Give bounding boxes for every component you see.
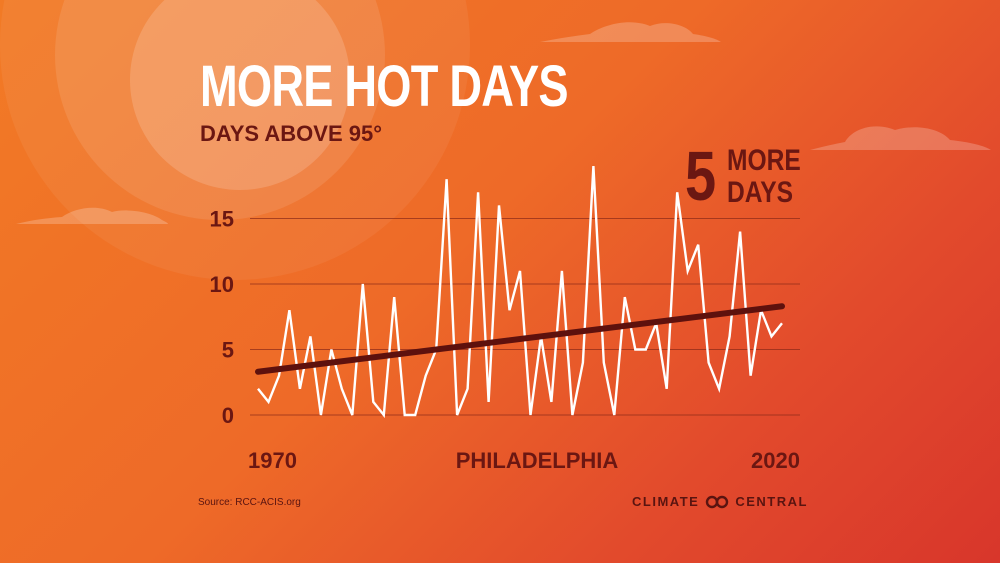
sun-disc	[130, 0, 350, 190]
trend-line	[255, 303, 785, 375]
cloud-top-right	[540, 22, 721, 42]
infinity-logo-icon	[706, 495, 729, 508]
x-tick-start: 1970	[248, 448, 297, 473]
series-lines	[255, 166, 785, 419]
brand-right: CENTRAL	[735, 494, 808, 509]
y-tick-5: 5	[222, 338, 234, 363]
y-tick-10: 10	[210, 272, 234, 297]
y-axis-ticks: 0 5 10 15	[210, 207, 234, 429]
brand-wordmark: CLIMATE CENTRAL	[632, 494, 808, 509]
x-axis-labels: 1970 PHILADELPHIA 2020	[248, 448, 800, 473]
series-line-hot-days	[257, 166, 783, 419]
callout-number: 5	[685, 137, 717, 215]
cloud-left	[16, 207, 168, 224]
brand-left: CLIMATE	[632, 494, 700, 509]
source-note: Source: RCC-ACIS.org	[198, 497, 301, 508]
chart-title: MORE HOT DAYS	[200, 54, 569, 119]
chart-subtitle: DAYS ABOVE 95°	[200, 121, 383, 146]
cloud-right	[810, 126, 991, 150]
y-tick-0: 0	[222, 403, 234, 428]
y-tick-15: 15	[210, 207, 234, 232]
x-axis-label: PHILADELPHIA	[456, 448, 619, 473]
callout-line-more: MORE	[727, 144, 801, 177]
x-tick-end: 2020	[751, 448, 800, 473]
callout-line-days: DAYS	[727, 176, 794, 209]
